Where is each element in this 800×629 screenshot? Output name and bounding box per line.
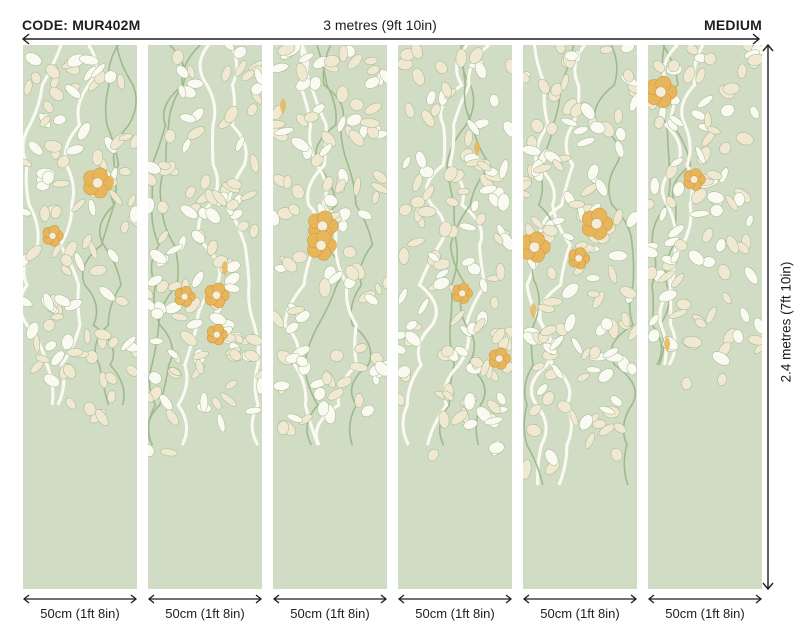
floral-pattern: [148, 45, 262, 457]
panel-width-label: 50cm (1ft 8in): [415, 606, 495, 621]
product-code: CODE: MUR402M: [22, 17, 141, 33]
mural-panel-1: [23, 45, 137, 589]
panel-width-arrow-icon: [522, 594, 638, 604]
mural-panel-6: [648, 45, 762, 589]
height-label: 2.4 metres (7ft 10in): [778, 261, 794, 383]
panel-width-arrow-icon: [147, 594, 263, 604]
floral-pattern: [398, 45, 512, 462]
height-dimension-arrow-icon: [762, 43, 774, 591]
floral-pattern: [23, 45, 137, 426]
floral-pattern: [523, 45, 637, 486]
panel-width-arrow-icon: [647, 594, 763, 604]
panel-width-label: 50cm (1ft 8in): [165, 606, 245, 621]
size-label: MEDIUM: [704, 17, 762, 33]
floral-pattern: [648, 45, 762, 390]
mural-panel-5: [523, 45, 637, 589]
mural-panel-2: [148, 45, 262, 589]
panel-width-label: 50cm (1ft 8in): [665, 606, 745, 621]
width-dimension-arrow-icon: [21, 33, 761, 45]
panel-width-arrow-icon: [397, 594, 513, 604]
panel-width-label: 50cm (1ft 8in): [290, 606, 370, 621]
total-width-label: 3 metres (9ft 10in): [323, 17, 437, 33]
panel-width-arrow-icon: [22, 594, 138, 604]
panel-width-label: 50cm (1ft 8in): [40, 606, 120, 621]
mural-panel-3: [273, 45, 387, 589]
mural-panel-4: [398, 45, 512, 589]
floral-pattern: [273, 45, 387, 446]
panel-width-label: 50cm (1ft 8in): [540, 606, 620, 621]
panel-width-arrow-icon: [272, 594, 388, 604]
